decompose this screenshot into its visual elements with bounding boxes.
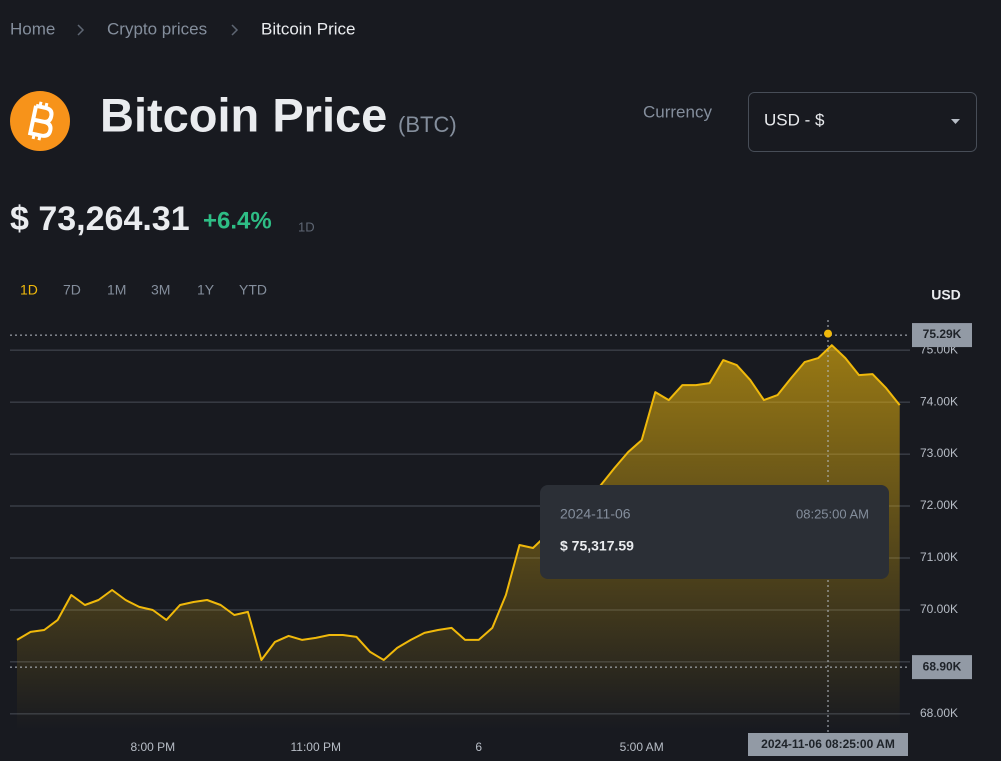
select-box[interactable] [748, 92, 977, 152]
breadcrumb-link[interactable]: Home [10, 19, 55, 38]
range-tab[interactable]: YTD [239, 282, 267, 298]
y-tick-label: 68.00K [920, 706, 958, 720]
y-tick-label: 72.00K [920, 498, 958, 512]
y-tick-label: 70.00K [920, 602, 958, 616]
dropdown-arrow[interactable] [951, 119, 960, 124]
x-tick-label: 5:00 AM [620, 740, 664, 754]
tooltip-date: 2024-11-06 [560, 506, 631, 522]
extreme-label: 68.90K [923, 659, 962, 673]
range-tab[interactable]: 3M [151, 282, 170, 298]
tooltip-time: 08:25:00 AM [796, 506, 869, 521]
change-period: 1D [298, 219, 315, 234]
page-title: Bitcoin Price [100, 88, 387, 141]
y-tick-label: 74.00K [920, 394, 958, 408]
range-tab[interactable]: 1D [20, 282, 38, 298]
cursor-badge [748, 733, 908, 756]
symbol: (BTC) [398, 112, 457, 137]
price-line [16, 344, 901, 661]
extreme-badge [912, 655, 972, 680]
range-tab[interactable]: 7D [63, 282, 81, 298]
currency-select[interactable]: USD - $ [748, 92, 977, 152]
hover-point [824, 329, 832, 338]
extreme-badge [912, 323, 972, 348]
chevron [231, 24, 239, 36]
cursor-label: 2024-11-06 08:25:00 AM [761, 737, 895, 751]
chevron [77, 24, 85, 36]
extreme-label: 75.29K [923, 327, 962, 341]
x-tick-label: 6 [475, 740, 482, 754]
area-fill [17, 345, 900, 730]
breadcrumb-current: Bitcoin Price [261, 19, 355, 38]
price-change: +6.4% [203, 207, 272, 234]
y-tick-label: 73.00K [920, 446, 958, 460]
range-tabs: 1D 7D 1M 3M 1Y YTD [20, 282, 267, 298]
range-tab[interactable]: 1Y [197, 282, 215, 298]
chart: 68.00K69.00K70.00K71.00K72.00K73.00K74.0… [10, 320, 972, 756]
currency-label: Currency [643, 102, 712, 121]
axis-unit: USD [931, 287, 961, 303]
tooltip-value: $ 75,317.59 [560, 538, 634, 554]
x-tick-label: 11:00 PM [291, 740, 341, 754]
bitcoin-icon [10, 91, 70, 151]
range-tab[interactable]: 1M [107, 282, 126, 298]
x-tick-label: 8:00 PM [130, 740, 175, 754]
current-price: $ 73,264.31 [10, 200, 190, 238]
select-value[interactable]: USD - $ [764, 110, 825, 129]
y-tick-label: 71.00K [920, 550, 958, 564]
breadcrumb-link[interactable]: Crypto prices [107, 19, 207, 38]
tooltip-box [540, 485, 889, 579]
